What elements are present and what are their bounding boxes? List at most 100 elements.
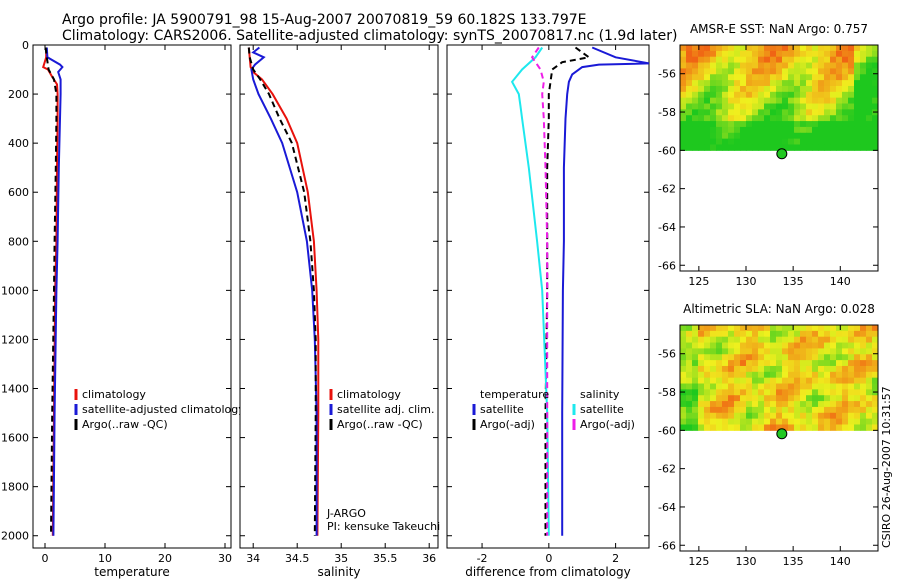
- sst-cell: [716, 103, 723, 110]
- sla-cell: [680, 342, 687, 349]
- sst-cell: [716, 132, 723, 140]
- sst-cell: [740, 126, 747, 134]
- sst-cell: [806, 132, 813, 140]
- sst-cell: [746, 103, 753, 110]
- sst-cell: [740, 85, 747, 93]
- sla-cell: [728, 360, 735, 367]
- sla-cell: [848, 377, 855, 385]
- sla-cell: [854, 418, 861, 425]
- sst-cell: [758, 138, 765, 145]
- sst-cell: [800, 50, 807, 58]
- sla-cell: [728, 365, 735, 373]
- sla-cell: [752, 377, 759, 385]
- sla-cell: [686, 406, 693, 414]
- sla-cell: [836, 325, 843, 332]
- sst-cell: [680, 103, 687, 110]
- sla-cell: [704, 424, 711, 431]
- sst-cell: [812, 138, 819, 145]
- sla-cell: [710, 401, 717, 408]
- sla-cell: [710, 412, 717, 420]
- sla-cell: [698, 348, 705, 355]
- sla-cell: [794, 383, 801, 390]
- sla-cell: [734, 330, 741, 338]
- sla-cell: [812, 325, 819, 332]
- sst-cell: [680, 126, 687, 134]
- sla-cell: [788, 383, 795, 390]
- sst-cell: [866, 109, 873, 116]
- sla-cell: [752, 424, 759, 431]
- sla-cell: [812, 401, 819, 408]
- sla-cell: [860, 371, 867, 379]
- sla-cell: [698, 325, 705, 332]
- sst-cell: [842, 144, 849, 151]
- sst-cell: [710, 74, 717, 81]
- sla-cell: [722, 412, 729, 420]
- sla-cell: [770, 412, 777, 420]
- sla-cell: [680, 395, 687, 402]
- sst-cell: [854, 132, 861, 140]
- sst-cell: [836, 45, 843, 52]
- sst-cell: [698, 56, 705, 64]
- salinity-xtick-label: 34: [246, 552, 260, 565]
- sst-cell: [716, 74, 723, 81]
- sla-cell: [758, 389, 765, 396]
- sst-cell: [806, 62, 813, 69]
- sst-cell: [836, 97, 843, 105]
- sst-cell: [728, 62, 735, 69]
- sla-cell: [758, 401, 765, 408]
- sla-cell: [770, 342, 777, 349]
- sst-cell: [746, 91, 753, 99]
- sst-cell: [734, 138, 741, 145]
- sst-cell: [692, 115, 699, 122]
- sla-cell: [782, 365, 789, 373]
- sst-cell: [848, 138, 855, 145]
- sla-cell: [848, 360, 855, 367]
- sla-cell: [800, 424, 807, 431]
- sla-cell: [764, 354, 771, 361]
- salinity-xtick-label: 36: [422, 552, 436, 565]
- sst-cell: [686, 80, 693, 87]
- sst-cell: [782, 121, 789, 128]
- sst-cell: [698, 132, 705, 140]
- sst-cell: [764, 74, 771, 81]
- sst-cell: [818, 80, 825, 87]
- sla-cell: [698, 406, 705, 414]
- sla-cell: [872, 418, 879, 425]
- sla-cell: [830, 325, 837, 332]
- sst-cell: [794, 74, 801, 81]
- sst-cell: [728, 126, 735, 134]
- sst-cell: [686, 62, 693, 69]
- sst-cell: [872, 45, 879, 52]
- sla-cell: [704, 348, 711, 355]
- sst-cell: [752, 80, 759, 87]
- sst-cell: [728, 109, 735, 116]
- sla-cell: [854, 377, 861, 385]
- sst-cell: [698, 45, 705, 52]
- sst-cell: [722, 144, 729, 151]
- sst-cell: [680, 56, 687, 64]
- sst-cell: [692, 80, 699, 87]
- sla-cell: [800, 401, 807, 408]
- sla-cell: [734, 406, 741, 414]
- sst-cell: [722, 80, 729, 87]
- sst-cell: [758, 121, 765, 128]
- sst-cell: [698, 62, 705, 69]
- sst-cell: [860, 103, 867, 110]
- sst-cell: [872, 56, 879, 64]
- sla-cell: [842, 412, 849, 420]
- sla-cell: [680, 424, 687, 431]
- sla-cell: [848, 395, 855, 402]
- sla-cell: [830, 418, 837, 425]
- sst-cell: [788, 74, 795, 81]
- sla-cell: [716, 418, 723, 425]
- sst-cell: [818, 68, 825, 75]
- sst-cell: [806, 109, 813, 116]
- sst-cell: [704, 80, 711, 87]
- sla-cell: [848, 330, 855, 338]
- salinity-legend-label: climatology: [337, 388, 401, 401]
- sla-cell: [866, 401, 873, 408]
- sst-cell: [776, 62, 783, 69]
- sst-cell: [770, 103, 777, 110]
- sst-cell: [692, 56, 699, 64]
- sst-cell: [848, 144, 855, 151]
